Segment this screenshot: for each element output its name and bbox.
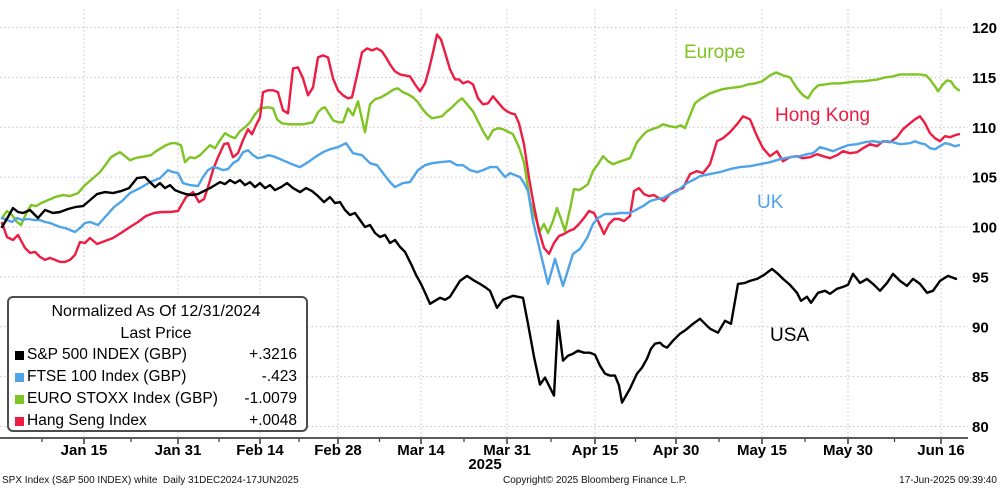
legend-row-eurostoxx: EURO STOXX Index (GBP) -1.0079 [15, 388, 297, 410]
legend-row-ftse: FTSE 100 Index (GBP) -.423 [15, 366, 297, 388]
legend-title: Normalized As Of 12/31/2024 [51, 303, 261, 320]
legend-series-name: EURO STOXX Index (GBP) [27, 390, 218, 407]
eurostoxx-series-swatch-icon [15, 394, 24, 404]
legend-box: Normalized As Of 12/31/2024 Last Price S… [7, 296, 308, 432]
y-axis-tick-label: 100 [972, 220, 997, 237]
x-axis-tick-label: Feb 14 [236, 442, 284, 459]
y-axis-tick-label: 120 [972, 20, 997, 37]
y-axis-tick-label: 80 [972, 419, 989, 436]
ftse-series-swatch-icon [15, 372, 24, 382]
x-axis-tick-label: Apr 15 [572, 442, 619, 459]
x-axis-tick-label: May 15 [737, 442, 787, 459]
copyright-text: Copyright© 2025 Bloomberg Finance L.P. [503, 475, 687, 486]
legend-subtitle: Last Price [120, 325, 192, 342]
spx-series-swatch-icon [15, 350, 24, 360]
legend-series-value: -1.0079 [244, 390, 297, 407]
legend-series-value: -.423 [261, 368, 297, 385]
y-axis-tick-label: 85 [972, 369, 989, 386]
legend-row-spx: S&P 500 INDEX (GBP) +.3216 [15, 344, 297, 366]
legend-row-hangseng: Hang Seng Index +.0048 [15, 410, 297, 432]
legend-series-name: FTSE 100 Index (GBP) [27, 368, 187, 385]
x-axis-tick-label: Apr 30 [653, 442, 700, 459]
hangseng-series-swatch-icon [15, 416, 24, 426]
legend-series-value: +.0048 [249, 412, 297, 429]
ticker-description: SPX Index (S&P 500 INDEX) white Daily 31… [2, 475, 299, 486]
y-axis-tick-label: 105 [972, 170, 997, 187]
series-line-hongkong [0, 33, 961, 264]
status-bar: SPX Index (S&P 500 INDEX) white Daily 31… [0, 472, 1000, 488]
x-axis-tick-label: Jun 16 [917, 442, 965, 459]
legend-series-value: +.3216 [249, 346, 297, 363]
series-label-hongkong: Hong Kong [775, 105, 870, 126]
x-axis-tick-label: May 30 [823, 442, 873, 459]
x-axis-tick-label: Feb 28 [314, 442, 362, 459]
series-label-europe: Europe [684, 42, 745, 63]
series-label-usa: USA [770, 325, 809, 346]
x-axis-year-label: 2025 [468, 456, 501, 473]
series-line-uk [0, 139, 961, 288]
x-axis-tick-label: Jan 15 [61, 442, 108, 459]
y-axis-tick-label: 110 [972, 120, 996, 137]
legend-series-name: Hang Seng Index [27, 412, 147, 429]
series-line-europe [0, 71, 961, 235]
y-axis-tick-label: 90 [972, 319, 989, 336]
y-axis-tick-label: 95 [972, 269, 989, 286]
y-axis-tick-label: 115 [972, 70, 996, 87]
series-label-uk: UK [757, 192, 784, 213]
x-axis-tick-label: Mar 14 [397, 442, 445, 459]
legend-series-name: S&P 500 INDEX (GBP) [27, 346, 187, 363]
timestamp: 17-Jun-2025 09:39:40 [899, 475, 997, 486]
x-axis-tick-label: Jan 31 [155, 442, 202, 459]
x-axis-tick-label: Mar 31 [483, 442, 531, 459]
series-line-usa [0, 175, 958, 404]
